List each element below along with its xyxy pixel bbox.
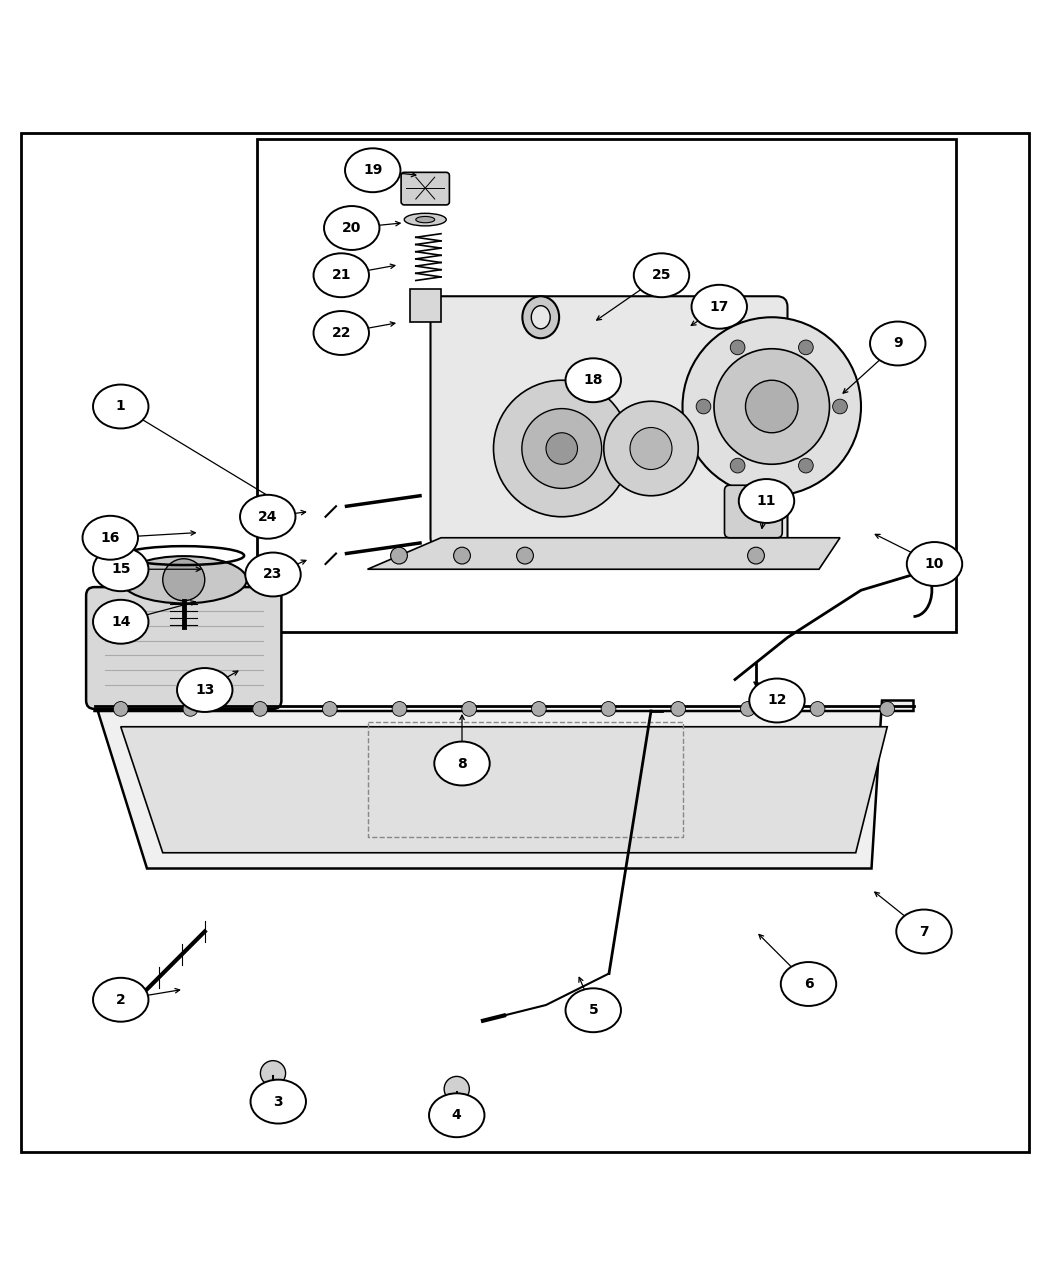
Ellipse shape (345, 148, 400, 193)
Circle shape (392, 701, 406, 717)
FancyBboxPatch shape (86, 586, 281, 709)
Circle shape (731, 340, 746, 354)
Text: 19: 19 (363, 163, 382, 177)
Text: 21: 21 (332, 268, 351, 282)
Circle shape (880, 701, 895, 717)
Circle shape (183, 701, 197, 717)
Ellipse shape (566, 988, 621, 1033)
Circle shape (494, 380, 630, 516)
Ellipse shape (435, 742, 489, 785)
Ellipse shape (177, 668, 232, 711)
Ellipse shape (429, 1093, 484, 1137)
FancyBboxPatch shape (410, 289, 441, 323)
Ellipse shape (246, 552, 300, 597)
Text: 25: 25 (652, 268, 671, 282)
Polygon shape (368, 538, 840, 569)
Ellipse shape (93, 599, 148, 644)
Text: 14: 14 (111, 615, 130, 629)
Text: 10: 10 (925, 557, 944, 571)
Text: 13: 13 (195, 683, 214, 697)
Circle shape (444, 1076, 469, 1102)
Ellipse shape (907, 542, 962, 586)
Ellipse shape (404, 213, 446, 226)
Circle shape (517, 547, 533, 564)
Ellipse shape (416, 217, 435, 223)
Polygon shape (121, 727, 887, 853)
Ellipse shape (692, 284, 747, 329)
Circle shape (730, 458, 744, 473)
Text: 3: 3 (273, 1095, 284, 1108)
Text: 11: 11 (757, 493, 776, 507)
Circle shape (696, 399, 711, 414)
Circle shape (671, 701, 686, 717)
Circle shape (260, 1061, 286, 1086)
Text: 5: 5 (588, 1003, 598, 1017)
Circle shape (604, 402, 698, 496)
Circle shape (454, 547, 470, 564)
Text: 15: 15 (111, 562, 130, 576)
Ellipse shape (314, 254, 369, 297)
Circle shape (630, 427, 672, 469)
Circle shape (163, 558, 205, 601)
Ellipse shape (314, 311, 369, 354)
Text: 4: 4 (452, 1108, 462, 1122)
Ellipse shape (750, 678, 804, 723)
Circle shape (740, 701, 755, 717)
FancyBboxPatch shape (430, 296, 788, 548)
Circle shape (462, 701, 477, 717)
Ellipse shape (523, 296, 559, 338)
Circle shape (546, 432, 578, 464)
Text: 6: 6 (803, 977, 814, 991)
Ellipse shape (93, 547, 148, 592)
Ellipse shape (739, 479, 794, 523)
Circle shape (522, 408, 602, 488)
Text: 24: 24 (258, 510, 277, 524)
Text: 1: 1 (116, 399, 126, 413)
Ellipse shape (240, 495, 295, 539)
Circle shape (746, 380, 798, 432)
Ellipse shape (566, 358, 621, 402)
FancyBboxPatch shape (401, 172, 449, 205)
Polygon shape (94, 700, 914, 868)
Text: 7: 7 (919, 924, 929, 938)
Circle shape (833, 399, 847, 414)
Text: 17: 17 (710, 300, 729, 314)
Text: 23: 23 (264, 567, 282, 581)
Ellipse shape (83, 516, 138, 560)
Text: 16: 16 (101, 530, 120, 544)
Text: 18: 18 (584, 374, 603, 388)
Circle shape (811, 701, 825, 717)
Ellipse shape (93, 385, 148, 428)
Ellipse shape (634, 254, 689, 297)
Ellipse shape (93, 978, 148, 1021)
Text: 8: 8 (457, 756, 467, 770)
Circle shape (798, 340, 813, 354)
Circle shape (391, 547, 407, 564)
Text: 9: 9 (892, 337, 903, 351)
Ellipse shape (251, 1080, 306, 1123)
Circle shape (714, 349, 830, 464)
Circle shape (253, 701, 268, 717)
Circle shape (531, 701, 546, 717)
Ellipse shape (897, 909, 951, 954)
Ellipse shape (870, 321, 925, 366)
Circle shape (322, 701, 337, 717)
Text: 22: 22 (332, 326, 351, 340)
FancyBboxPatch shape (724, 486, 782, 538)
Ellipse shape (324, 207, 379, 250)
Text: 20: 20 (342, 221, 361, 235)
Circle shape (748, 547, 764, 564)
Text: 2: 2 (116, 993, 126, 1007)
Circle shape (798, 458, 813, 473)
Circle shape (113, 701, 128, 717)
Ellipse shape (121, 556, 247, 603)
Text: 12: 12 (768, 694, 786, 708)
Circle shape (602, 701, 616, 717)
Circle shape (682, 317, 861, 496)
Ellipse shape (531, 306, 550, 329)
Ellipse shape (781, 963, 836, 1006)
